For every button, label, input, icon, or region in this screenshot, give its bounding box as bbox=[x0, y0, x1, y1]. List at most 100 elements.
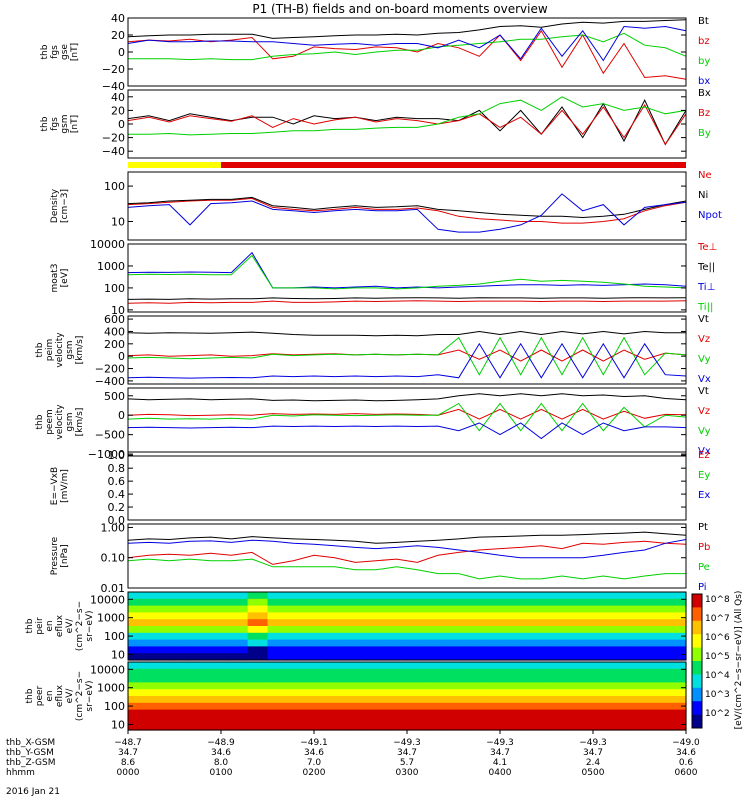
spectrogram-cell bbox=[646, 639, 667, 647]
legend-label: Bz bbox=[698, 108, 710, 119]
colorbar-label: [eV/(cm^2−s−sr−eV)] (All Qs) bbox=[734, 591, 744, 730]
spectrogram-cell bbox=[626, 639, 647, 647]
spectrogram-cell bbox=[247, 662, 269, 670]
y-axis-label: peir bbox=[35, 617, 45, 635]
spectrogram-cell bbox=[446, 675, 468, 683]
spectrogram-cell bbox=[566, 662, 587, 670]
colorbar-swatch bbox=[692, 701, 702, 716]
spectrogram-cell bbox=[606, 653, 627, 661]
x-row-value: 5.7 bbox=[400, 758, 414, 768]
spectrogram-cell bbox=[506, 639, 528, 647]
spectrogram-cell bbox=[407, 612, 428, 620]
spectrogram-cell bbox=[426, 709, 448, 717]
y-tick-label: 40 bbox=[111, 91, 125, 104]
spectrogram-cell bbox=[666, 612, 687, 620]
colorbar-tick-label: 10^5 bbox=[705, 652, 730, 662]
spectrogram-cell bbox=[147, 653, 169, 661]
spectrogram-cell bbox=[586, 709, 607, 717]
spectrogram-cell bbox=[267, 598, 288, 607]
spectrogram-cell bbox=[387, 639, 408, 647]
spectrogram-cell bbox=[546, 632, 567, 641]
series-line-ne bbox=[127, 197, 687, 224]
spectrogram-cell bbox=[167, 723, 189, 731]
spectrogram-cell bbox=[407, 668, 428, 677]
panel-frame bbox=[127, 387, 687, 457]
spectrogram-cell bbox=[367, 592, 388, 600]
mode-bar bbox=[221, 162, 686, 168]
y-tick-label: 1.00 bbox=[101, 521, 126, 534]
y-tick-label: 0 bbox=[118, 46, 125, 59]
series-line-bt bbox=[127, 19, 687, 39]
spectrogram-cell bbox=[147, 702, 169, 711]
spectrogram-cell bbox=[626, 612, 647, 620]
legend-label: Vx bbox=[698, 446, 711, 457]
spectrogram-cell bbox=[247, 612, 269, 620]
y-axis-label: gsm bbox=[60, 114, 70, 133]
spectrogram-cell bbox=[407, 592, 428, 600]
colorbar-swatch bbox=[692, 647, 702, 662]
spectrogram-cell bbox=[506, 675, 528, 683]
panel-frame bbox=[127, 171, 687, 241]
spectrogram-cell bbox=[466, 639, 488, 647]
spectrogram-cell bbox=[187, 702, 209, 711]
spectrogram-cell bbox=[407, 702, 428, 711]
spectrogram-cell bbox=[606, 605, 627, 613]
spectrogram-cell bbox=[247, 653, 269, 661]
spectrogram-cell bbox=[626, 619, 647, 627]
spectrogram-cell bbox=[606, 716, 627, 724]
spectrogram-cell bbox=[586, 668, 607, 677]
legend-label: Bx bbox=[698, 88, 711, 99]
spectrogram-cell bbox=[327, 598, 348, 607]
spectrogram-cell bbox=[227, 592, 249, 600]
spectrogram-cell bbox=[407, 632, 428, 641]
spectrogram-cell bbox=[367, 598, 388, 607]
spectrogram-cell bbox=[486, 612, 508, 620]
spectrogram-cell bbox=[466, 696, 488, 704]
spectrogram-cell bbox=[566, 696, 587, 704]
spectrogram-cell bbox=[606, 662, 627, 670]
spectrogram-cell bbox=[506, 592, 528, 600]
spectrogram-cell bbox=[387, 619, 408, 627]
spectrogram-cell bbox=[327, 662, 348, 670]
spectrogram-cell bbox=[566, 653, 587, 661]
panel-frame bbox=[127, 523, 687, 589]
spectrogram-cell bbox=[446, 723, 468, 731]
series-line-vx bbox=[127, 342, 687, 379]
spectrogram-cell bbox=[566, 723, 587, 731]
spectrogram-cell bbox=[486, 723, 508, 731]
spectrogram-cell bbox=[367, 682, 388, 690]
spectrogram-cell bbox=[466, 689, 488, 697]
spectrogram-cell bbox=[566, 626, 587, 634]
x-row-value: 0100 bbox=[210, 768, 233, 778]
spectrogram-cell bbox=[387, 723, 408, 731]
spectrogram-cell bbox=[287, 709, 308, 717]
series-line-ti bbox=[127, 251, 687, 289]
y-axis-label: [eV] bbox=[60, 269, 70, 288]
spectrogram-cell bbox=[167, 675, 189, 683]
spectrogram-cell bbox=[207, 696, 229, 704]
series-line-pb bbox=[127, 540, 687, 565]
spectrogram-cell bbox=[387, 702, 408, 711]
spectrogram-cell bbox=[526, 598, 548, 607]
legend-label: Bt bbox=[698, 16, 709, 27]
spectrogram-cell bbox=[586, 639, 607, 647]
spectrogram-cell bbox=[307, 626, 328, 634]
spectrogram-cell bbox=[128, 592, 149, 600]
y-axis-label: [km/s] bbox=[75, 408, 85, 437]
y-tick-label: 10 bbox=[111, 648, 125, 661]
spectrogram-cell bbox=[407, 682, 428, 690]
spectrogram-cell bbox=[466, 632, 488, 641]
series-line-vt bbox=[127, 393, 687, 402]
x-row-value: 0400 bbox=[489, 768, 512, 778]
spectrogram-cell bbox=[526, 612, 548, 620]
x-row-value: 34.6 bbox=[676, 748, 696, 758]
spectrogram-cell bbox=[207, 653, 229, 661]
spectrogram-cell bbox=[486, 689, 508, 697]
spectrogram-cell bbox=[187, 716, 209, 724]
spectrogram-cell bbox=[486, 682, 508, 690]
x-row-value: 34.7 bbox=[583, 748, 603, 758]
spectrogram-cell bbox=[247, 619, 269, 627]
spectrogram-cell bbox=[247, 668, 269, 677]
y-tick-label: 1.0 bbox=[108, 449, 126, 462]
spectrogram-cell bbox=[307, 605, 328, 613]
